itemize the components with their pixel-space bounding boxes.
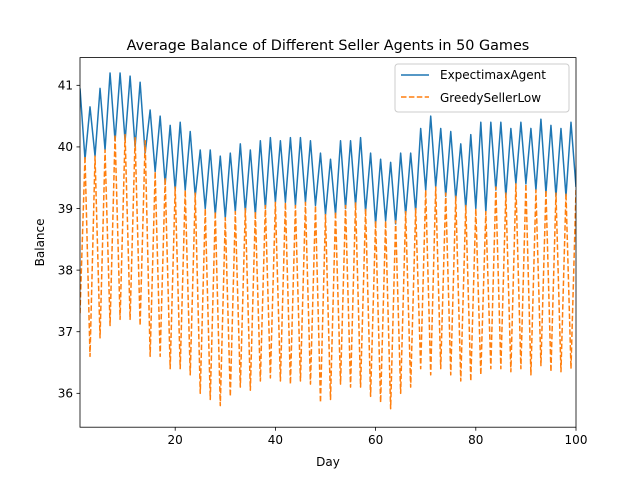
y-tick-label: 39 [58, 202, 73, 216]
x-tick-label: 60 [368, 433, 383, 447]
legend-label-greedy: GreedySellerLow [440, 91, 541, 105]
y-axis-label: Balance [33, 218, 47, 266]
series-line-greedysellerlow [80, 133, 576, 410]
legend-frame [394, 63, 570, 113]
series-layer [80, 72, 576, 410]
series-line-expectimaxagent [80, 72, 576, 225]
x-tick-label: 80 [468, 433, 483, 447]
x-tick-label: 100 [565, 433, 588, 447]
y-tick-label: 38 [58, 263, 73, 277]
legend: ExpectimaxAgent GreedySellerLow [394, 63, 570, 113]
y-tick-label: 40 [58, 140, 73, 154]
y-tick-label: 36 [58, 387, 73, 401]
legend-label-expectimax: ExpectimaxAgent [440, 68, 546, 82]
plot-frame [79, 57, 577, 428]
x-axis: 20 40 60 80 100 [168, 427, 588, 447]
x-tick-label: 20 [168, 433, 183, 447]
chart-title: Average Balance of Different Seller Agen… [127, 38, 530, 54]
x-tick-label: 40 [268, 433, 283, 447]
y-axis: 36 37 38 39 40 41 [58, 79, 80, 401]
y-tick-label: 41 [58, 79, 73, 93]
x-axis-label: Day [316, 455, 340, 469]
y-tick-label: 37 [58, 325, 73, 339]
